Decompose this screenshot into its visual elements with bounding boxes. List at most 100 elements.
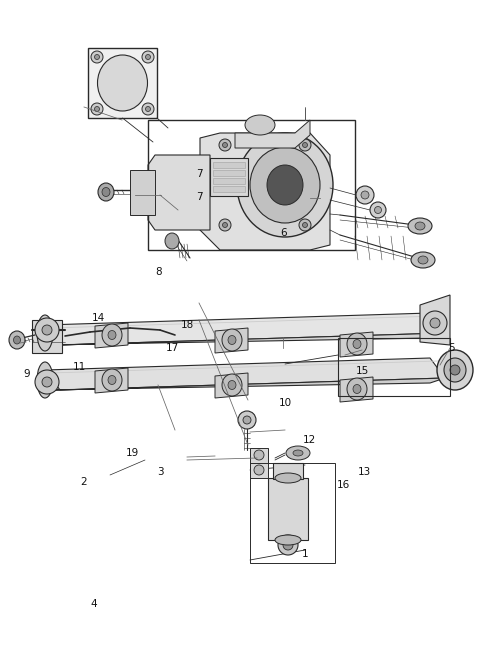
Ellipse shape bbox=[13, 336, 21, 344]
Ellipse shape bbox=[267, 165, 303, 205]
Ellipse shape bbox=[9, 331, 25, 349]
Ellipse shape bbox=[142, 51, 154, 63]
Ellipse shape bbox=[250, 147, 320, 223]
Ellipse shape bbox=[275, 535, 301, 545]
Ellipse shape bbox=[95, 54, 99, 60]
Text: 18: 18 bbox=[180, 319, 194, 330]
Polygon shape bbox=[273, 463, 303, 479]
Ellipse shape bbox=[102, 188, 110, 197]
Bar bbox=[250, 463, 335, 563]
Text: 16: 16 bbox=[336, 480, 350, 491]
Ellipse shape bbox=[95, 106, 99, 112]
Text: 11: 11 bbox=[72, 362, 86, 373]
Text: 13: 13 bbox=[358, 467, 372, 478]
Ellipse shape bbox=[415, 222, 425, 230]
Polygon shape bbox=[213, 170, 245, 176]
Ellipse shape bbox=[165, 233, 179, 249]
Ellipse shape bbox=[108, 375, 116, 384]
Ellipse shape bbox=[222, 374, 242, 396]
Ellipse shape bbox=[361, 191, 369, 199]
Ellipse shape bbox=[245, 115, 275, 135]
Ellipse shape bbox=[254, 465, 264, 475]
Polygon shape bbox=[268, 478, 308, 540]
Ellipse shape bbox=[42, 325, 52, 335]
Ellipse shape bbox=[42, 377, 52, 387]
Ellipse shape bbox=[91, 103, 103, 115]
Ellipse shape bbox=[35, 370, 59, 394]
Polygon shape bbox=[215, 373, 248, 398]
Polygon shape bbox=[213, 162, 245, 168]
Ellipse shape bbox=[254, 450, 264, 460]
Bar bbox=[148, 120, 355, 250]
Ellipse shape bbox=[437, 350, 473, 390]
Text: 14: 14 bbox=[92, 313, 105, 323]
Text: 12: 12 bbox=[303, 434, 316, 445]
Ellipse shape bbox=[408, 218, 432, 234]
Ellipse shape bbox=[219, 219, 231, 231]
Ellipse shape bbox=[411, 252, 435, 268]
Ellipse shape bbox=[418, 256, 428, 264]
Text: 10: 10 bbox=[279, 398, 292, 409]
Polygon shape bbox=[210, 158, 248, 196]
Ellipse shape bbox=[293, 450, 303, 456]
Text: 5: 5 bbox=[448, 342, 455, 353]
Polygon shape bbox=[88, 48, 157, 118]
Ellipse shape bbox=[228, 335, 236, 344]
Polygon shape bbox=[95, 368, 128, 393]
Polygon shape bbox=[45, 333, 445, 345]
Ellipse shape bbox=[347, 333, 367, 355]
Text: 3: 3 bbox=[157, 467, 164, 478]
Ellipse shape bbox=[97, 55, 147, 111]
Text: 4: 4 bbox=[90, 598, 97, 609]
Ellipse shape bbox=[286, 446, 310, 460]
Text: 15: 15 bbox=[356, 365, 369, 376]
Polygon shape bbox=[200, 133, 330, 250]
Polygon shape bbox=[340, 332, 373, 357]
Polygon shape bbox=[213, 178, 245, 184]
Ellipse shape bbox=[142, 103, 154, 115]
Text: 6: 6 bbox=[280, 228, 287, 238]
Ellipse shape bbox=[299, 219, 311, 231]
Ellipse shape bbox=[302, 142, 308, 148]
Polygon shape bbox=[340, 377, 373, 402]
Ellipse shape bbox=[374, 207, 382, 213]
Ellipse shape bbox=[302, 222, 308, 228]
Ellipse shape bbox=[283, 540, 293, 550]
Polygon shape bbox=[45, 378, 445, 390]
Ellipse shape bbox=[219, 139, 231, 151]
Ellipse shape bbox=[228, 380, 236, 390]
Ellipse shape bbox=[278, 535, 298, 555]
Ellipse shape bbox=[243, 416, 251, 424]
Text: 9: 9 bbox=[23, 369, 30, 379]
Polygon shape bbox=[148, 155, 210, 230]
Ellipse shape bbox=[356, 186, 374, 204]
Text: 7: 7 bbox=[196, 192, 203, 202]
Polygon shape bbox=[95, 323, 128, 348]
Polygon shape bbox=[32, 320, 62, 353]
Ellipse shape bbox=[353, 340, 361, 348]
Ellipse shape bbox=[108, 331, 116, 340]
Polygon shape bbox=[45, 358, 445, 390]
Ellipse shape bbox=[37, 362, 53, 398]
Ellipse shape bbox=[98, 183, 114, 201]
Ellipse shape bbox=[423, 311, 447, 335]
Text: 1: 1 bbox=[301, 549, 308, 560]
Ellipse shape bbox=[275, 473, 301, 483]
Polygon shape bbox=[250, 448, 268, 478]
Ellipse shape bbox=[145, 106, 151, 112]
Ellipse shape bbox=[430, 318, 440, 328]
Text: 8: 8 bbox=[155, 267, 162, 277]
Ellipse shape bbox=[102, 324, 122, 346]
Ellipse shape bbox=[37, 315, 53, 351]
Polygon shape bbox=[420, 295, 450, 345]
Bar bbox=[338, 338, 450, 396]
Ellipse shape bbox=[450, 365, 460, 375]
Text: 17: 17 bbox=[166, 342, 180, 353]
Polygon shape bbox=[213, 186, 245, 192]
Polygon shape bbox=[45, 313, 445, 345]
Ellipse shape bbox=[223, 142, 228, 148]
Ellipse shape bbox=[370, 202, 386, 218]
Ellipse shape bbox=[238, 411, 256, 429]
Text: 2: 2 bbox=[81, 477, 87, 487]
Ellipse shape bbox=[222, 329, 242, 351]
